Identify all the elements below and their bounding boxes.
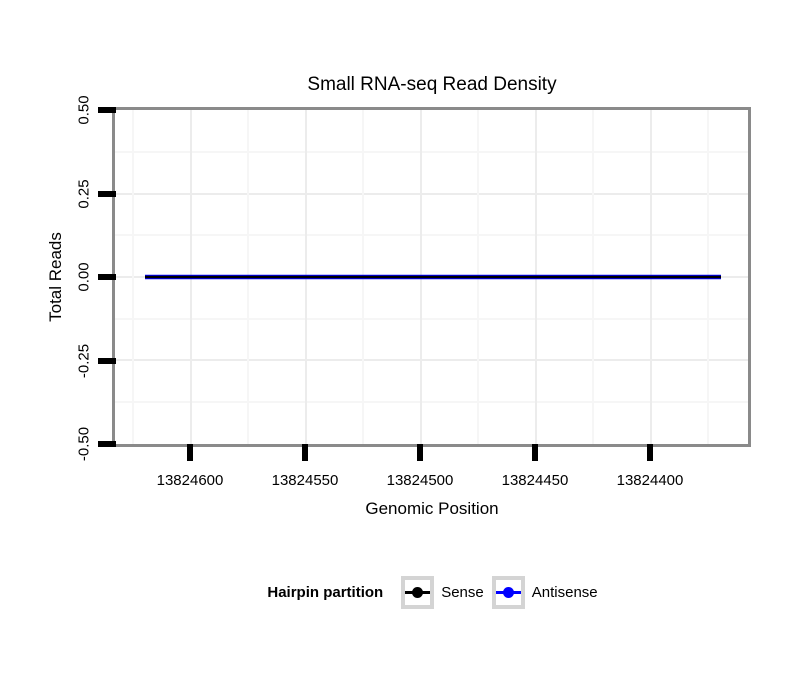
axis-tick-y [98, 274, 116, 280]
x-tick-label: 13824450 [501, 472, 569, 489]
y-axis-title: Total Reads [46, 232, 65, 322]
legend-label-antisense: Antisense [531, 583, 598, 601]
y-tick-label: 0.50 [75, 95, 93, 125]
y-tick-label: -0.25 [75, 343, 93, 379]
legend-entry-sense: Sense [401, 575, 484, 609]
grid-line-minor [115, 401, 748, 403]
legend-key-antisense [491, 575, 525, 609]
grid-line-minor [132, 110, 134, 444]
axis-tick-x [417, 444, 423, 461]
x-tick-label: 13824600 [156, 472, 224, 489]
x-axis-title: Genomic Position [365, 499, 499, 518]
plot-panel [112, 107, 751, 447]
plot-area-svg [145, 274, 721, 280]
axis-tick-x [302, 444, 308, 461]
grid-line-major [115, 193, 748, 195]
legend-label-sense: Sense [441, 583, 484, 601]
grid-line-minor [115, 151, 748, 153]
y-tick-label: -0.50 [75, 426, 93, 462]
legend: Hairpin partition Sense Antisense [55, 574, 810, 610]
grid-line-major [115, 359, 748, 361]
grid-line-minor [115, 234, 748, 236]
x-tick-label: 13824550 [271, 472, 339, 489]
axis-tick-y [98, 358, 116, 364]
x-tick-label: 13824500 [386, 472, 454, 489]
axis-tick-y [98, 107, 116, 113]
legend-entry-antisense: Antisense [491, 575, 598, 609]
grid-line-minor [115, 318, 748, 320]
legend-key-sense-glyph [405, 586, 431, 598]
axis-tick-x [187, 444, 193, 461]
axis-tick-x [647, 444, 653, 461]
axis-tick-y [98, 191, 116, 197]
legend-point-antisense [502, 586, 514, 598]
axis-tick-y [98, 441, 116, 447]
legend-key-antisense-glyph [495, 586, 521, 598]
legend-key-sense [401, 575, 435, 609]
chart-title: Small RNA-seq Read Density [307, 74, 557, 95]
legend-title: Hairpin partition [267, 583, 384, 601]
y-tick-label: 0.25 [75, 179, 93, 209]
legend-point-sense [412, 586, 424, 598]
x-tick-label: 13824400 [616, 472, 684, 489]
axis-tick-x [532, 444, 538, 461]
y-tick-label: 0.00 [75, 262, 93, 292]
